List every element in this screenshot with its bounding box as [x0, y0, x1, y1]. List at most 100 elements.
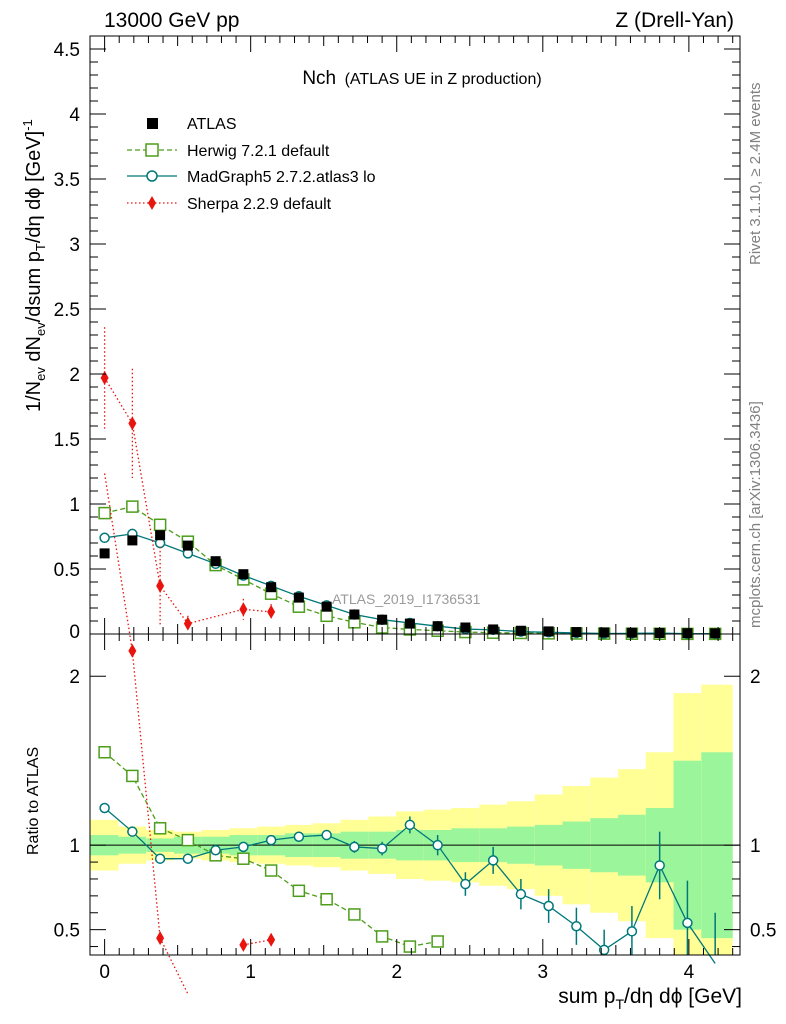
sherpa-ratio-point — [128, 643, 137, 658]
madgraph-ratio-point — [210, 845, 221, 856]
x-tick-label: 4 — [684, 962, 695, 983]
ratio-tick-label-left: 1 — [69, 836, 80, 857]
madgraph-ratio-point — [598, 944, 610, 956]
atlas-point — [710, 628, 721, 639]
y-tick-label: 3 — [69, 235, 80, 256]
atlas-point — [599, 627, 610, 638]
herwig-ratio-point — [126, 769, 139, 783]
madgraph-ratio-point — [682, 917, 693, 929]
madgraph-point — [99, 532, 110, 544]
y-zero-label: 0 — [69, 622, 80, 643]
y-tick-label: 1.5 — [54, 430, 80, 451]
sherpa-point — [128, 416, 137, 431]
herwig-ratio-point — [264, 864, 278, 877]
atlas-point — [571, 627, 582, 638]
y-tick-label: 0.5 — [54, 560, 80, 581]
y-tick-label: 2 — [69, 365, 80, 386]
atlas-point — [99, 548, 110, 559]
ratio-uncertainty-bands — [90, 684, 740, 955]
atlas-point — [321, 601, 332, 612]
plot-title-sub: (ATLAS UE in Z production) — [345, 71, 542, 88]
y-label-mid2: /dsum p — [23, 251, 45, 322]
herwig-point — [320, 609, 333, 623]
sherpa-point — [100, 370, 109, 385]
axis-ticks: 0 1 2 3 4 0.5 1 1.5 2 2.5 3 3.5 4 4.5 0 0.5 0.5 1 1 2 2 — [54, 35, 776, 983]
y-label-sub2: ev — [33, 322, 48, 336]
sherpa-point — [239, 602, 248, 617]
legend-herwig-marker — [145, 143, 159, 157]
atlas-point — [488, 624, 499, 635]
legend-sherpa-marker — [148, 196, 156, 210]
x-label-rest: /dη dϕ [GeV] — [624, 985, 742, 1008]
herwig-ratio-point — [237, 852, 250, 865]
madgraph-ratio-point — [404, 819, 416, 831]
sherpa-ratio-point — [239, 937, 248, 952]
y-label-sub3: T — [33, 243, 48, 251]
herwig-ratio-point — [320, 892, 333, 906]
madgraph-ratio-point — [626, 926, 638, 937]
x-tick-label: 0 — [99, 962, 110, 983]
legend-herwig-label: Herwig 7.2.1 default — [187, 143, 330, 160]
madgraph-ratio-point — [154, 853, 166, 864]
rivet-version-text: Rivet 3.1.10, ≥ 2.4M events — [747, 83, 764, 266]
ratio-axis-label: Ratio to ATLAS — [25, 747, 42, 855]
x-tick-label: 1 — [245, 962, 256, 983]
madgraph-ratio-point — [99, 802, 110, 814]
x-tick-label: 3 — [538, 962, 549, 983]
herwig-ratio-point — [403, 940, 417, 953]
y-tick-label: 3.5 — [54, 170, 80, 191]
y-label-sub1: ev — [33, 367, 48, 381]
madgraph-ratio-point — [349, 841, 360, 853]
legend-atlas-marker — [147, 118, 158, 129]
mcplots-text: mcplots.cern.ch [arXiv:1306.3436] — [747, 401, 764, 628]
madgraph-ratio-point — [238, 841, 249, 853]
atlas-point — [182, 540, 193, 551]
watermark: ATLAS_2019_I1736531 — [332, 591, 481, 607]
ratio-tick-label-right: 1 — [750, 836, 761, 857]
herwig-ratio-point — [98, 746, 111, 759]
atlas-point — [543, 626, 554, 637]
atlas-point — [238, 569, 249, 580]
sherpa-ratio-line-1 — [103, 473, 189, 995]
herwig-point — [98, 506, 111, 520]
plot-title: Nch (ATLAS UE in Z production) — [302, 68, 541, 89]
herwig-point — [153, 518, 167, 532]
madgraph-ratio-point — [487, 855, 499, 866]
ratio-panel-frame — [89, 633, 741, 956]
ratio-tick-label-left: 0.5 — [54, 921, 80, 942]
x-axis-label: sum pT/dη dϕ [GeV] — [558, 985, 742, 1012]
madgraph-ratio-point — [515, 888, 527, 900]
plot-title-main: Nch — [302, 68, 336, 89]
y-tick-label: 1 — [69, 495, 80, 516]
madgraph-ratio-point — [376, 843, 388, 854]
sherpa-point — [156, 578, 165, 593]
ratio-panel-curves — [98, 473, 716, 995]
herwig-point — [126, 500, 139, 513]
sherpa-line — [104, 377, 272, 625]
madgraph-ratio-point — [460, 878, 471, 890]
sherpa-ratio-point — [156, 931, 165, 946]
header-right: Z (Drell-Yan) — [615, 9, 734, 32]
sherpa-ratio-line-2 — [243, 939, 272, 946]
madgraph-ratio-point — [571, 921, 582, 932]
herwig-ratio-point — [181, 833, 195, 847]
herwig-ratio-point — [431, 935, 444, 948]
sherpa-point — [267, 604, 276, 619]
y-tick-label: 4 — [69, 105, 80, 126]
atlas-point — [210, 556, 221, 567]
atlas-point — [682, 628, 693, 639]
sherpa-ratio-point — [267, 932, 276, 947]
x-label-main: sum p — [558, 985, 615, 1008]
herwig-ratio-point — [348, 908, 361, 921]
y-axis-label: 1/Nev dNev/dsum pT/dη dϕ [GeV]-1 — [20, 119, 48, 412]
ratio-tick-label-left: 2 — [69, 667, 80, 688]
x-label-sub: T — [615, 996, 624, 1012]
madgraph-ratio-point — [654, 860, 665, 871]
legend-madgraph-label: MadGraph5 2.7.2.atlas3 lo — [187, 169, 376, 186]
atlas-point — [266, 582, 277, 593]
herwig-ratio-point — [153, 822, 167, 835]
legend-atlas-label: ATLAS — [187, 116, 237, 133]
y-label-main: 1/N — [23, 381, 45, 412]
madgraph-ratio-point — [265, 834, 277, 846]
